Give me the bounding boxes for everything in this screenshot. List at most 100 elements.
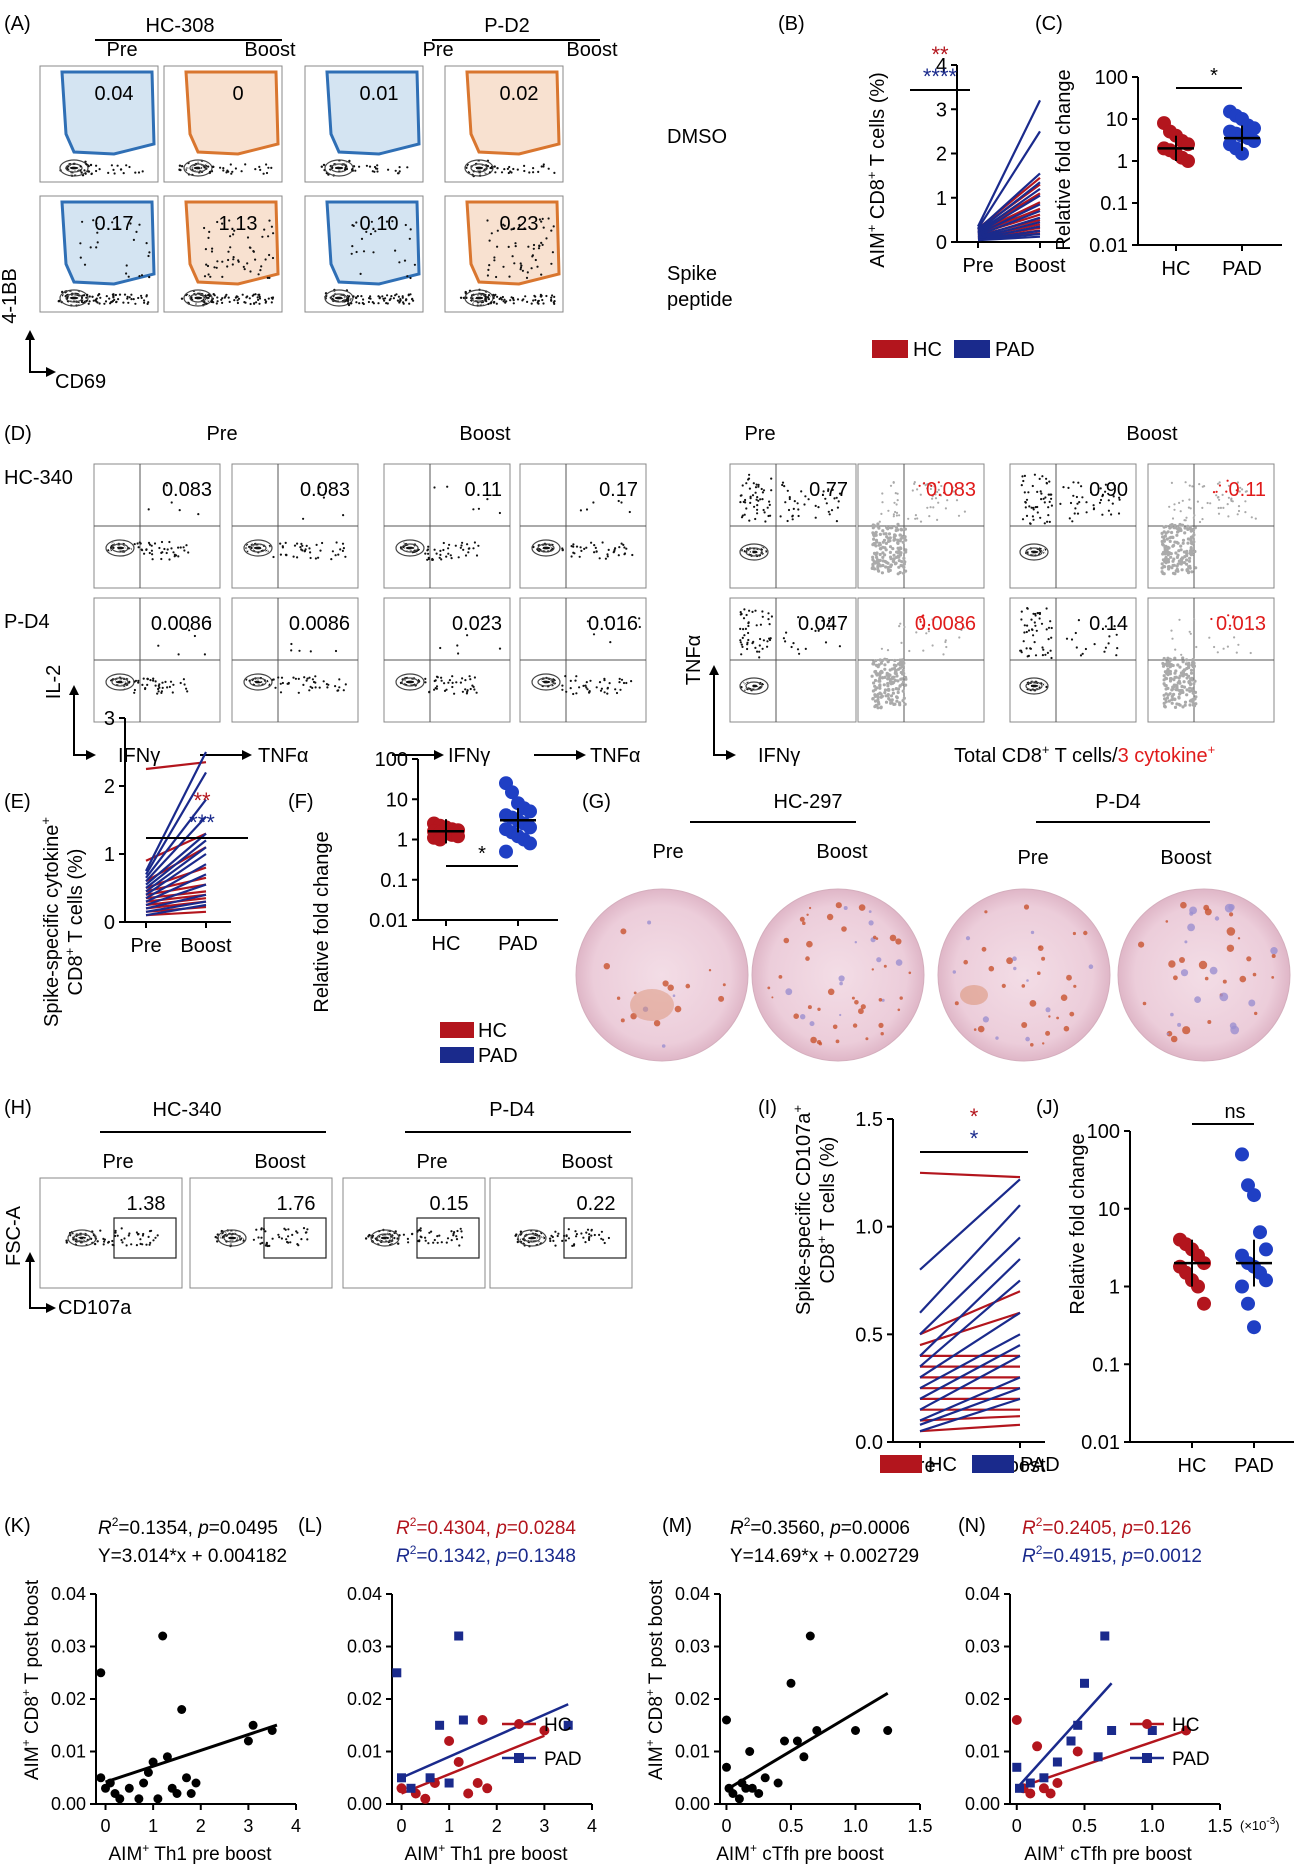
panel-h-plot-1-tail-event bbox=[135, 1231, 138, 1234]
panel-d-left-plot-1-event bbox=[119, 546, 122, 549]
panel-a-plot-5-tail-event bbox=[97, 294, 100, 297]
panel-g-well-3-spot bbox=[965, 936, 971, 941]
panel-k-x-ticklabel: 4 bbox=[291, 1816, 301, 1836]
panel-d-right-plot-3-tail-event bbox=[1027, 491, 1030, 494]
panel-h-plot-1-tail-event bbox=[139, 1242, 142, 1245]
panel-d-left-plot-1-tail-event bbox=[150, 549, 153, 552]
panel-d-right-plot-3-tail-event bbox=[1039, 490, 1042, 493]
panel-d-right-plot-8-event bbox=[1185, 666, 1189, 671]
panel-a-plot-4-tail-event bbox=[547, 167, 550, 170]
panel-d-left-plot-6-tail-event bbox=[297, 677, 300, 681]
panel-h-plot-1-tail-event bbox=[120, 1227, 123, 1230]
panel-d-left-plot-4-event bbox=[543, 547, 547, 550]
panel-a-plot-5-pos-event bbox=[89, 246, 92, 249]
panel-d-right-plot-6-event bbox=[901, 689, 905, 693]
panel-d-right-plot-8-event bbox=[1173, 671, 1177, 675]
panel-d-left-plot-7-tail-event bbox=[475, 691, 478, 694]
panel-k-point bbox=[139, 1778, 149, 1788]
panel-g-well-3-spot bbox=[1021, 1022, 1028, 1028]
panel-m-xlabel: AIM+ cTfh pre boost bbox=[716, 1841, 884, 1865]
panel-a-plot-6-pos-event bbox=[204, 248, 207, 251]
panel-g-group2: P-D4 bbox=[1095, 791, 1141, 813]
panel-d-right-plot-8-pos-event bbox=[1171, 637, 1174, 640]
panel-a-plot-8-pos-event bbox=[511, 255, 514, 258]
panel-d-right-plot-6-pos-event bbox=[925, 632, 928, 635]
panel-d-left-plot-5-pos-event bbox=[157, 644, 160, 647]
panel-h-plot-2-tail-event bbox=[259, 1242, 262, 1245]
panel-l-letter: (L) bbox=[298, 1515, 322, 1537]
panel-h-plot-3-tail-event bbox=[432, 1241, 435, 1244]
panel-d-right-plot-5-pos-event bbox=[824, 641, 828, 644]
panel-a-plot-8-tail-event bbox=[509, 299, 512, 302]
panel-a-plot-6-pos-event bbox=[203, 275, 207, 278]
panel-d-boost-left: Boost bbox=[459, 423, 511, 445]
panel-e-series-pad-line bbox=[145, 873, 207, 903]
panel-d-right-plot-7-tail-event bbox=[1042, 648, 1045, 651]
panel-h-plot-1-tail-event bbox=[137, 1232, 140, 1236]
panel-a-plot-5-tail-event bbox=[143, 301, 146, 304]
panel-d-left-plot-7-tail-event bbox=[443, 682, 446, 685]
panel-a-plot-8-pos-event bbox=[542, 226, 545, 229]
panel-a-plot-1-tail-event bbox=[113, 172, 116, 175]
panel-d-left-plot-3-contour bbox=[404, 545, 416, 551]
panel-d-left-plot-5-value: 0.0086 bbox=[151, 613, 212, 635]
panel-d-right-plot-5-pos-event bbox=[782, 637, 786, 640]
panel-a-letter: (A) bbox=[4, 13, 31, 35]
panel-h-plot-3-tail-event bbox=[445, 1241, 448, 1244]
panel-d-left-plot-8-tail-event bbox=[565, 690, 568, 693]
panel-a-plot-7-pos-event bbox=[404, 223, 407, 227]
panel-d-right-plot-1-pos-event bbox=[835, 496, 838, 499]
panel-d-right-plot-5-tail-event bbox=[762, 639, 766, 642]
panel-g-well-4-spot bbox=[1189, 911, 1194, 916]
panel-d-left-plot-5-tail-event bbox=[146, 678, 149, 681]
panel-d-right-plot-6-event bbox=[885, 673, 889, 677]
panel-g-well-2-spot bbox=[851, 996, 855, 1000]
panel-a-plot-6-pos-event bbox=[221, 222, 224, 225]
panel-d-right-plot-3-event bbox=[1032, 550, 1036, 554]
panel-d-left-plot-5-pos-event bbox=[177, 653, 180, 656]
panel-a-plot-2-tail-event bbox=[208, 170, 212, 173]
panel-d-right-plot-1-tail-event bbox=[756, 504, 759, 507]
panel-d-right-plot-4-event bbox=[1188, 525, 1192, 529]
panel-h-plot-4-tail-event bbox=[549, 1239, 552, 1243]
panel-d-arrowhead-right-x bbox=[726, 750, 736, 760]
panel-d-right-plot-8-pos-event bbox=[1249, 651, 1252, 655]
panel-l-y-ticklabel: 0.01 bbox=[347, 1742, 382, 1762]
panel-d-right-plot-6-event bbox=[894, 687, 898, 691]
panel-d-left-plot-5-tail-event bbox=[164, 680, 167, 684]
panel-d-left-plot-4-tail-event bbox=[561, 549, 564, 552]
panel-d-left-plot-7-contour bbox=[395, 673, 425, 691]
panel-d-right-plot-2-event bbox=[874, 538, 879, 543]
panel-a-plot-8-event bbox=[465, 296, 468, 299]
panel-a-plot-6-tail-event bbox=[255, 301, 258, 304]
panel-a-plot-8-tail-event bbox=[504, 301, 507, 304]
panel-a-plot-8-pos-event bbox=[540, 273, 543, 276]
panel-d-right-plot-5-pos-event bbox=[804, 647, 807, 651]
panel-d-right-plot-2-event bbox=[872, 537, 876, 541]
panel-d-left-plot-5-tail-event bbox=[168, 685, 171, 689]
panel-d-left-plot-7-tail-event bbox=[434, 679, 437, 682]
panel-d-right-plot-6-pos-event bbox=[922, 649, 925, 652]
panel-d-right-plot-2-pos-event bbox=[929, 506, 932, 509]
panel-d-right-plot-7-tail-event bbox=[1050, 656, 1053, 660]
panel-a-plot-7-pos-event bbox=[369, 232, 372, 236]
panel-d-left-plot-5-tail-event bbox=[171, 691, 174, 694]
panel-e-x-ticklabel: Pre bbox=[130, 935, 161, 957]
panel-n-y-ticklabel: 0.00 bbox=[965, 1794, 1000, 1814]
panel-d-right-plot-8-event bbox=[1191, 665, 1195, 669]
panel-k-x-ticklabel: 3 bbox=[243, 1816, 253, 1836]
panel-d-left-plot-7-pos-event bbox=[457, 652, 460, 655]
panel-d-right-plot-3-pos-event bbox=[1112, 495, 1115, 498]
panel-d-left-plot-5-tail-event bbox=[144, 687, 147, 690]
panel-d-right-plot-6-event bbox=[894, 671, 898, 676]
panel-h-plot-2-tail-event bbox=[289, 1241, 292, 1244]
panel-h-plot-4-tail-event bbox=[584, 1241, 587, 1244]
panel-d-right-plot-7-tail-event bbox=[1026, 624, 1029, 627]
panel-j-dot-pad bbox=[1247, 1188, 1261, 1203]
panel-d-right-plot-7-tail-event bbox=[1045, 607, 1048, 610]
panel-d-right-plot-8-event bbox=[1166, 668, 1170, 673]
panel-d-right-plot-6-event bbox=[873, 678, 878, 683]
panel-a-plot-5-pos-event bbox=[148, 276, 151, 279]
panel-d-left-plot-7-tail-event bbox=[433, 688, 436, 691]
panel-i-y-ticklabel: 0.5 bbox=[855, 1324, 883, 1346]
